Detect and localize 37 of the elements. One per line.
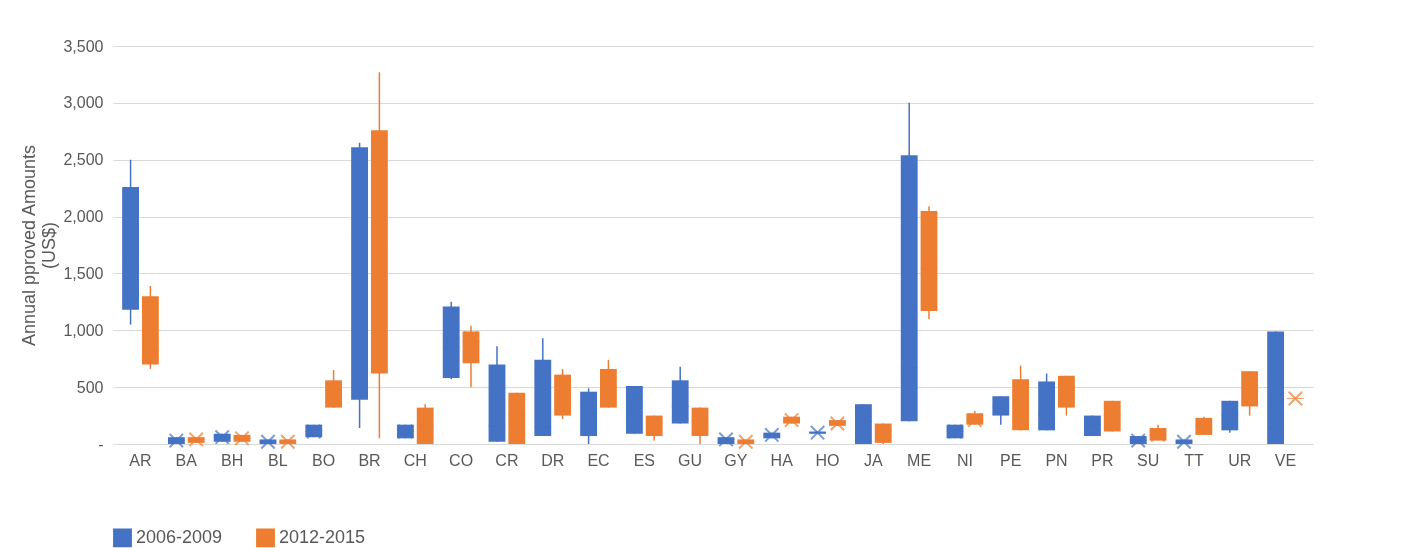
y-tick-label: 3,500 xyxy=(63,37,104,55)
x-tick-label: CO xyxy=(449,451,474,469)
x-tick-label: VE xyxy=(1274,451,1297,469)
x-tick-label: HO xyxy=(815,451,840,469)
x-tick-label: ME xyxy=(907,451,932,469)
y-tick-label: 1,000 xyxy=(63,321,104,339)
x-tick-label: BR xyxy=(358,451,381,469)
x-tick-label: TT xyxy=(1184,451,1204,469)
x-tick-label: PE xyxy=(1000,451,1022,469)
x-tick-label: AR xyxy=(129,451,152,469)
x-tick-label: BA xyxy=(175,451,198,469)
x-tick-label: DR xyxy=(541,451,565,469)
x-tick-label: ES xyxy=(633,451,655,469)
y-tick-label: 500 xyxy=(76,378,104,396)
x-tick-label: CR xyxy=(495,451,519,469)
y-axis-title: Annual pproved Amounts (US$) xyxy=(19,144,60,347)
x-tick-label: EC xyxy=(587,451,610,469)
x-tick-label: GU xyxy=(678,451,703,469)
x-tick-label: NI xyxy=(956,451,973,469)
x-tick-label: SU xyxy=(1137,451,1160,469)
x-tick-label: HA xyxy=(770,451,794,469)
x-tick-label: PN xyxy=(1045,451,1068,469)
x-tick-label: UR xyxy=(1228,451,1252,469)
x-tick-label: JA xyxy=(863,451,883,469)
x-tick-label: PR xyxy=(1091,451,1114,469)
y-tick-label: 3,000 xyxy=(63,94,104,112)
y-tick-label: 2,500 xyxy=(63,151,104,169)
x-tick-label: BL xyxy=(268,451,288,469)
legend-label: 2012-2015 xyxy=(279,526,366,547)
x-tick-label: BO xyxy=(312,451,336,469)
y-tick-label: 2,000 xyxy=(63,208,104,226)
x-tick-label: BH xyxy=(220,451,244,469)
x-tick-label: CH xyxy=(403,451,427,469)
x-tick-label: GY xyxy=(724,451,748,469)
y-tick-label: - xyxy=(98,435,104,453)
legend-label: 2006-2009 xyxy=(136,526,223,547)
y-tick-label: 1,500 xyxy=(63,264,104,282)
